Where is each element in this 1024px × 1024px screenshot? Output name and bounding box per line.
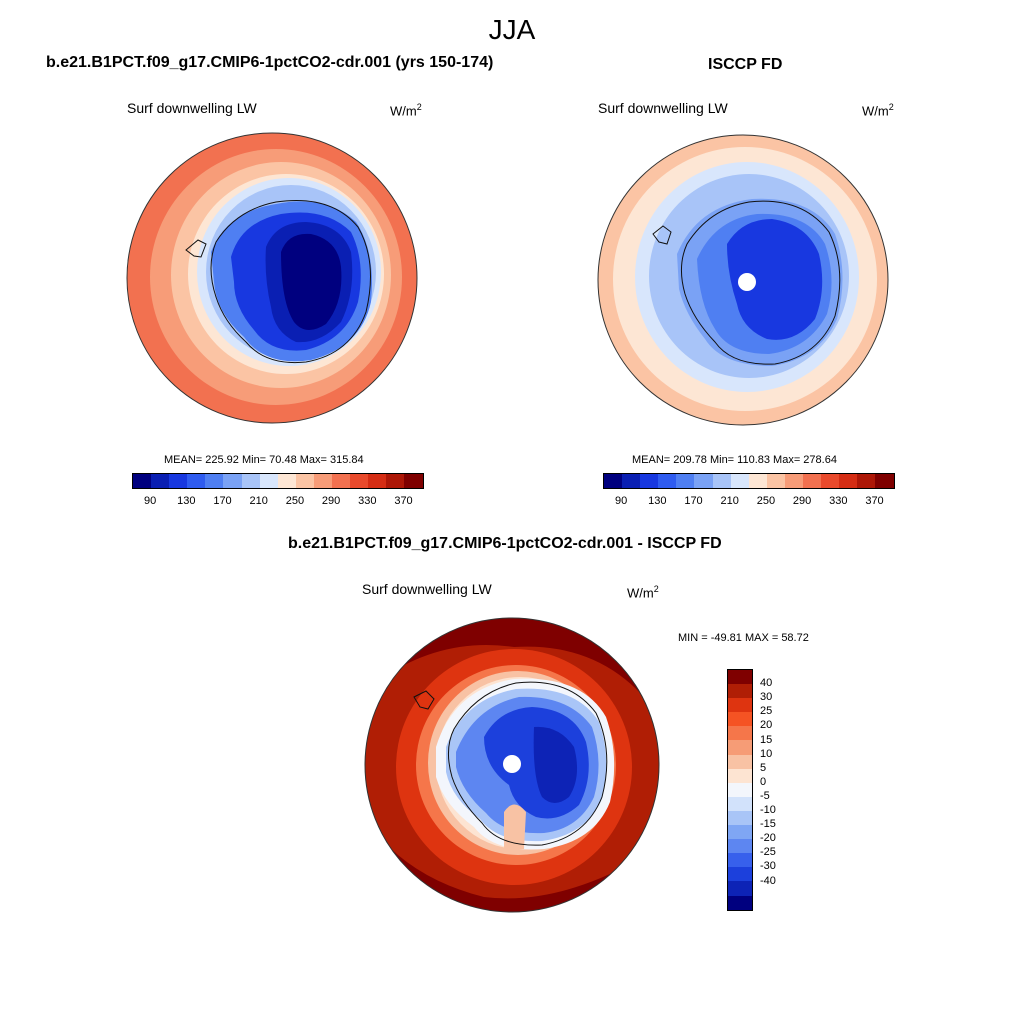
colorbar-swatch — [728, 810, 752, 826]
colorbar-swatch — [803, 474, 822, 488]
colorbar-tick-label: 170 — [213, 495, 232, 507]
colorbar-swatch — [748, 474, 767, 488]
colorbar-tick-label: -30 — [760, 860, 776, 873]
panel-3-units: W/m2 — [627, 584, 659, 601]
colorbar-swatch — [728, 712, 752, 727]
colorbar-swatch — [730, 474, 749, 488]
panel-3-map — [364, 617, 660, 913]
colorbar-swatch — [728, 740, 752, 755]
panel-3-stats: MIN = -49.81 MAX = 58.72 — [678, 632, 809, 644]
colorbar-swatch — [313, 474, 333, 488]
season-title: JJA — [488, 14, 536, 45]
colorbar-tick-label: -20 — [760, 832, 776, 845]
colorbar-tick-label: 330 — [829, 495, 848, 507]
colorbar-swatch — [728, 670, 752, 685]
colorbar-swatch — [368, 474, 387, 488]
colorbar-swatch — [259, 474, 278, 488]
colorbar-tick-label: 250 — [756, 495, 776, 507]
colorbar-swatch — [640, 474, 659, 488]
colorbar-tick-label: 330 — [358, 495, 377, 507]
colorbar-tick-label: 25 — [760, 705, 773, 718]
colorbar-swatch — [712, 474, 731, 488]
colorbar-tick-label: 130 — [177, 495, 196, 507]
colorbar-tick-label: 0 — [760, 775, 767, 788]
colorbar-swatch — [151, 474, 170, 488]
colorbar-swatch — [676, 474, 695, 488]
colorbar-swatch — [728, 726, 752, 741]
colorbar-swatch — [728, 867, 752, 882]
colorbar-tick-label: 290 — [792, 495, 812, 507]
panel-1-title: b.e21.B1PCT.f09_g17.CMIP6-1pctCO2-cdr.00… — [46, 54, 494, 71]
colorbar-swatch — [728, 895, 752, 910]
colorbar-tick-label: 250 — [285, 495, 305, 507]
colorbar-tick-label: -5 — [760, 789, 770, 802]
panel-3-variable: Surf downwelling LW — [362, 581, 492, 597]
panel-2-colorbar — [603, 473, 895, 489]
colorbar-swatch — [728, 853, 752, 868]
colorbar-swatch — [728, 768, 752, 783]
colorbar-tick-label: 290 — [321, 495, 341, 507]
panel-1-colorbar — [132, 473, 424, 489]
colorbar-swatch — [350, 474, 369, 488]
panel-2-title: ISCCP FD — [708, 56, 783, 73]
colorbar-swatch — [728, 782, 752, 797]
panel-2-stats: MEAN= 209.78 Min= 110.83 Max= 278.64 — [632, 454, 837, 466]
colorbar-swatch — [766, 474, 785, 488]
panel-2-units: W/m2 — [862, 102, 894, 119]
colorbar-swatch — [875, 474, 894, 488]
colorbar-swatch — [332, 474, 351, 488]
colorbar-swatch — [658, 474, 677, 488]
colorbar-swatch — [241, 474, 260, 488]
colorbar-tick-label: 210 — [720, 495, 739, 507]
colorbar-tick-label: 5 — [760, 761, 767, 774]
colorbar-tick-label: 30 — [760, 691, 773, 704]
colorbar-swatch — [728, 796, 752, 811]
colorbar-tick-label: -40 — [760, 874, 776, 887]
panel-1-variable: Surf downwelling LW — [127, 100, 257, 116]
colorbar-swatch — [728, 825, 752, 840]
colorbar-tick-label: 170 — [684, 495, 703, 507]
colorbar-swatch — [839, 474, 858, 488]
panel-2-map — [597, 134, 889, 426]
colorbar-swatch — [857, 474, 876, 488]
panel-1-stats: MEAN= 225.92 Min= 70.48 Max= 315.84 — [164, 454, 364, 466]
colorbar-swatch — [728, 839, 752, 854]
colorbar-tick-label: 130 — [648, 495, 667, 507]
panel-3-title: b.e21.B1PCT.f09_g17.CMIP6-1pctCO2-cdr.00… — [288, 535, 722, 552]
colorbar-tick-label: -25 — [760, 846, 776, 859]
colorbar-swatch — [728, 698, 752, 713]
colorbar-tick-label: -10 — [760, 804, 776, 816]
colorbar-tick-label: 210 — [249, 495, 268, 507]
colorbar-tick-label: 90 — [143, 495, 157, 507]
colorbar-tick-label: 10 — [760, 747, 773, 760]
colorbar-swatch — [784, 474, 804, 488]
colorbar-tick-label: 20 — [760, 719, 773, 732]
colorbar-tick-label: 15 — [760, 733, 773, 746]
colorbar-swatch — [187, 474, 206, 488]
colorbar-swatch — [386, 474, 405, 488]
colorbar-swatch — [404, 474, 423, 488]
colorbar-swatch — [728, 881, 752, 896]
colorbar-swatch — [728, 754, 752, 769]
panel-1-units: W/m2 — [390, 102, 422, 119]
colorbar-swatch — [277, 474, 296, 488]
colorbar-tick-label: 90 — [614, 495, 628, 507]
colorbar-swatch — [223, 474, 242, 488]
panel-3-colorbar — [727, 669, 753, 911]
colorbar-swatch — [133, 474, 152, 488]
colorbar-swatch — [604, 474, 623, 488]
colorbar-swatch — [622, 474, 641, 488]
panel-2-variable: Surf downwelling LW — [598, 100, 728, 116]
colorbar-tick-label: 40 — [760, 677, 773, 690]
colorbar-tick-label: 370 — [865, 495, 884, 507]
colorbar-swatch — [728, 684, 752, 699]
colorbar-tick-label: 370 — [394, 495, 413, 507]
colorbar-swatch — [821, 474, 840, 488]
panel-1-map — [126, 132, 418, 424]
colorbar-swatch — [169, 474, 188, 488]
colorbar-swatch — [205, 474, 224, 488]
colorbar-swatch — [295, 474, 314, 488]
colorbar-swatch — [694, 474, 713, 488]
colorbar-tick-label: -15 — [760, 818, 776, 831]
